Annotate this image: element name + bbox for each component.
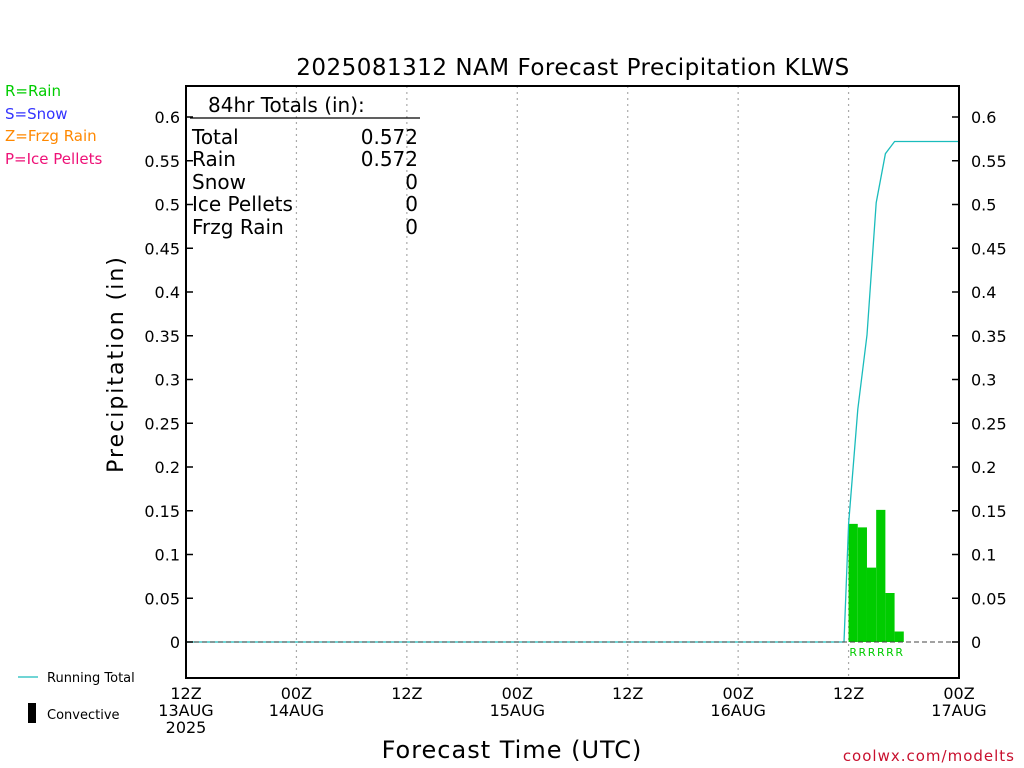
rain-bar: [848, 523, 858, 642]
legend-freezing-rain: Z=Frzg Rain: [5, 127, 97, 145]
totals-frzg-rain-value: 0: [405, 215, 418, 239]
ptype-label: R: [849, 646, 857, 659]
convective-legend-label: Convective: [47, 708, 120, 723]
rain-bar: [866, 567, 877, 642]
y-tick-label: 0.5: [155, 196, 180, 215]
running-total-line: [186, 140, 959, 643]
y-tick-label-right: 0.05: [971, 589, 1007, 608]
x-tick-label: 00Z: [722, 684, 753, 703]
convective-swatch: [28, 703, 36, 723]
y-tick-label-right: 0: [971, 633, 981, 652]
rain-bars: [848, 509, 904, 642]
legend-ice-pellets: P=Ice Pellets: [5, 150, 102, 168]
totals-rain-value: 0.572: [361, 147, 418, 171]
rain-bar: [894, 631, 904, 642]
y-tick-label-right: 0.4: [971, 283, 996, 302]
y-tick-label-right: 0.15: [971, 502, 1007, 521]
x-tick-label: 00Z: [502, 684, 533, 703]
y-tick-label: 0.3: [155, 371, 180, 390]
rain-bar: [876, 509, 886, 642]
legend-snow: S=Snow: [5, 105, 68, 123]
ptype-label: R: [895, 646, 903, 659]
credit-text: coolwx.com/modelts: [843, 747, 1015, 765]
totals-frzg-rain-label: Frzg Rain: [192, 215, 284, 239]
totals-ice-pellets-label: Ice Pellets: [192, 192, 293, 216]
y-tick-label: 0.15: [144, 502, 180, 521]
y-axis-right: 0 0.05 0.1 0.15 0.2 0.25 0.3 0.35 0.4 0.45 0.5 0.55…: [952, 108, 1007, 652]
x-tick-label: 12Z: [391, 684, 422, 703]
y-tick-label-right: 0.3: [971, 371, 996, 390]
y-tick-label: 0.05: [144, 589, 180, 608]
x-tick-label: 14AUG: [269, 701, 324, 720]
y-axis-left: 0 0.05 0.1 0.15 0.2 0.25 0.3 0.35 0.4 0.45 0.5 0.55…: [144, 108, 193, 652]
x-tick-label: 00Z: [281, 684, 312, 703]
x-axis-label: Forecast Time (UTC): [382, 736, 643, 764]
y-axis-label: Precipitation (in): [104, 255, 129, 473]
y-tick-label: 0.35: [144, 327, 180, 346]
y-tick-label-right: 0.5: [971, 196, 996, 215]
y-tick-label-right: 0.35: [971, 327, 1007, 346]
precip-type-legend: R=Rain S=Snow Z=Frzg Rain P=Ice Pellets: [5, 82, 102, 168]
y-tick-label-right: 0.6: [971, 108, 996, 127]
rain-bar: [885, 593, 895, 642]
x-tick-label: 15AUG: [490, 701, 545, 720]
x-tick-label: 17AUG: [931, 701, 986, 720]
y-tick-label: 0.45: [144, 239, 180, 258]
totals-header: 84hr Totals (in):: [208, 93, 365, 117]
plot-frame: [185, 85, 960, 679]
y-tick-label: 0.55: [144, 152, 180, 171]
x-tick-label: 12Z: [612, 684, 643, 703]
y-tick-label-right: 0.45: [971, 239, 1007, 258]
y-tick-label-right: 0.1: [971, 546, 996, 565]
totals-snow-value: 0: [405, 170, 418, 194]
ptype-label: R: [877, 646, 885, 659]
y-tick-label: 0: [170, 633, 180, 652]
totals-rain-label: Rain: [192, 147, 236, 171]
ptype-label: R: [886, 646, 894, 659]
totals-total-value: 0.572: [361, 125, 418, 149]
y-tick-label-right: 0.55: [971, 152, 1007, 171]
x-tick-label: 13AUG: [158, 701, 213, 720]
legend-rain: R=Rain: [5, 82, 61, 100]
totals-ice-pellets-value: 0: [405, 192, 418, 216]
y-tick-label: 0.4: [155, 283, 180, 302]
grid-lines: [295, 86, 850, 678]
totals-snow-label: Snow: [192, 170, 246, 194]
line-legend: Running Total Convective: [18, 671, 135, 723]
ptype-label: R: [859, 646, 867, 659]
chart-title: 2025081312 NAM Forecast Precipitation KL…: [296, 55, 850, 81]
x-tick-label: 12Z: [833, 684, 864, 703]
y-tick-label-right: 0.25: [971, 414, 1007, 433]
y-tick-label: 0.25: [144, 414, 180, 433]
x-tick-label: 00Z: [943, 684, 974, 703]
y-tick-label: 0.6: [155, 108, 180, 127]
y-tick-label: 0.1: [155, 546, 180, 565]
y-tick-label-right: 0.2: [971, 458, 996, 477]
ptype-label: R: [868, 646, 876, 659]
y-tick-label: 0.2: [155, 458, 180, 477]
totals-box: 84hr Totals (in): Total 0.572 Rain 0.572…: [190, 93, 420, 239]
running-total-legend-label: Running Total: [47, 671, 135, 686]
x-tick-label: 12Z: [170, 684, 201, 703]
x-tick-label: 2025: [166, 718, 207, 737]
rain-bar: [857, 527, 867, 642]
totals-total-label: Total: [191, 125, 239, 149]
x-tick-label: 16AUG: [710, 701, 765, 720]
